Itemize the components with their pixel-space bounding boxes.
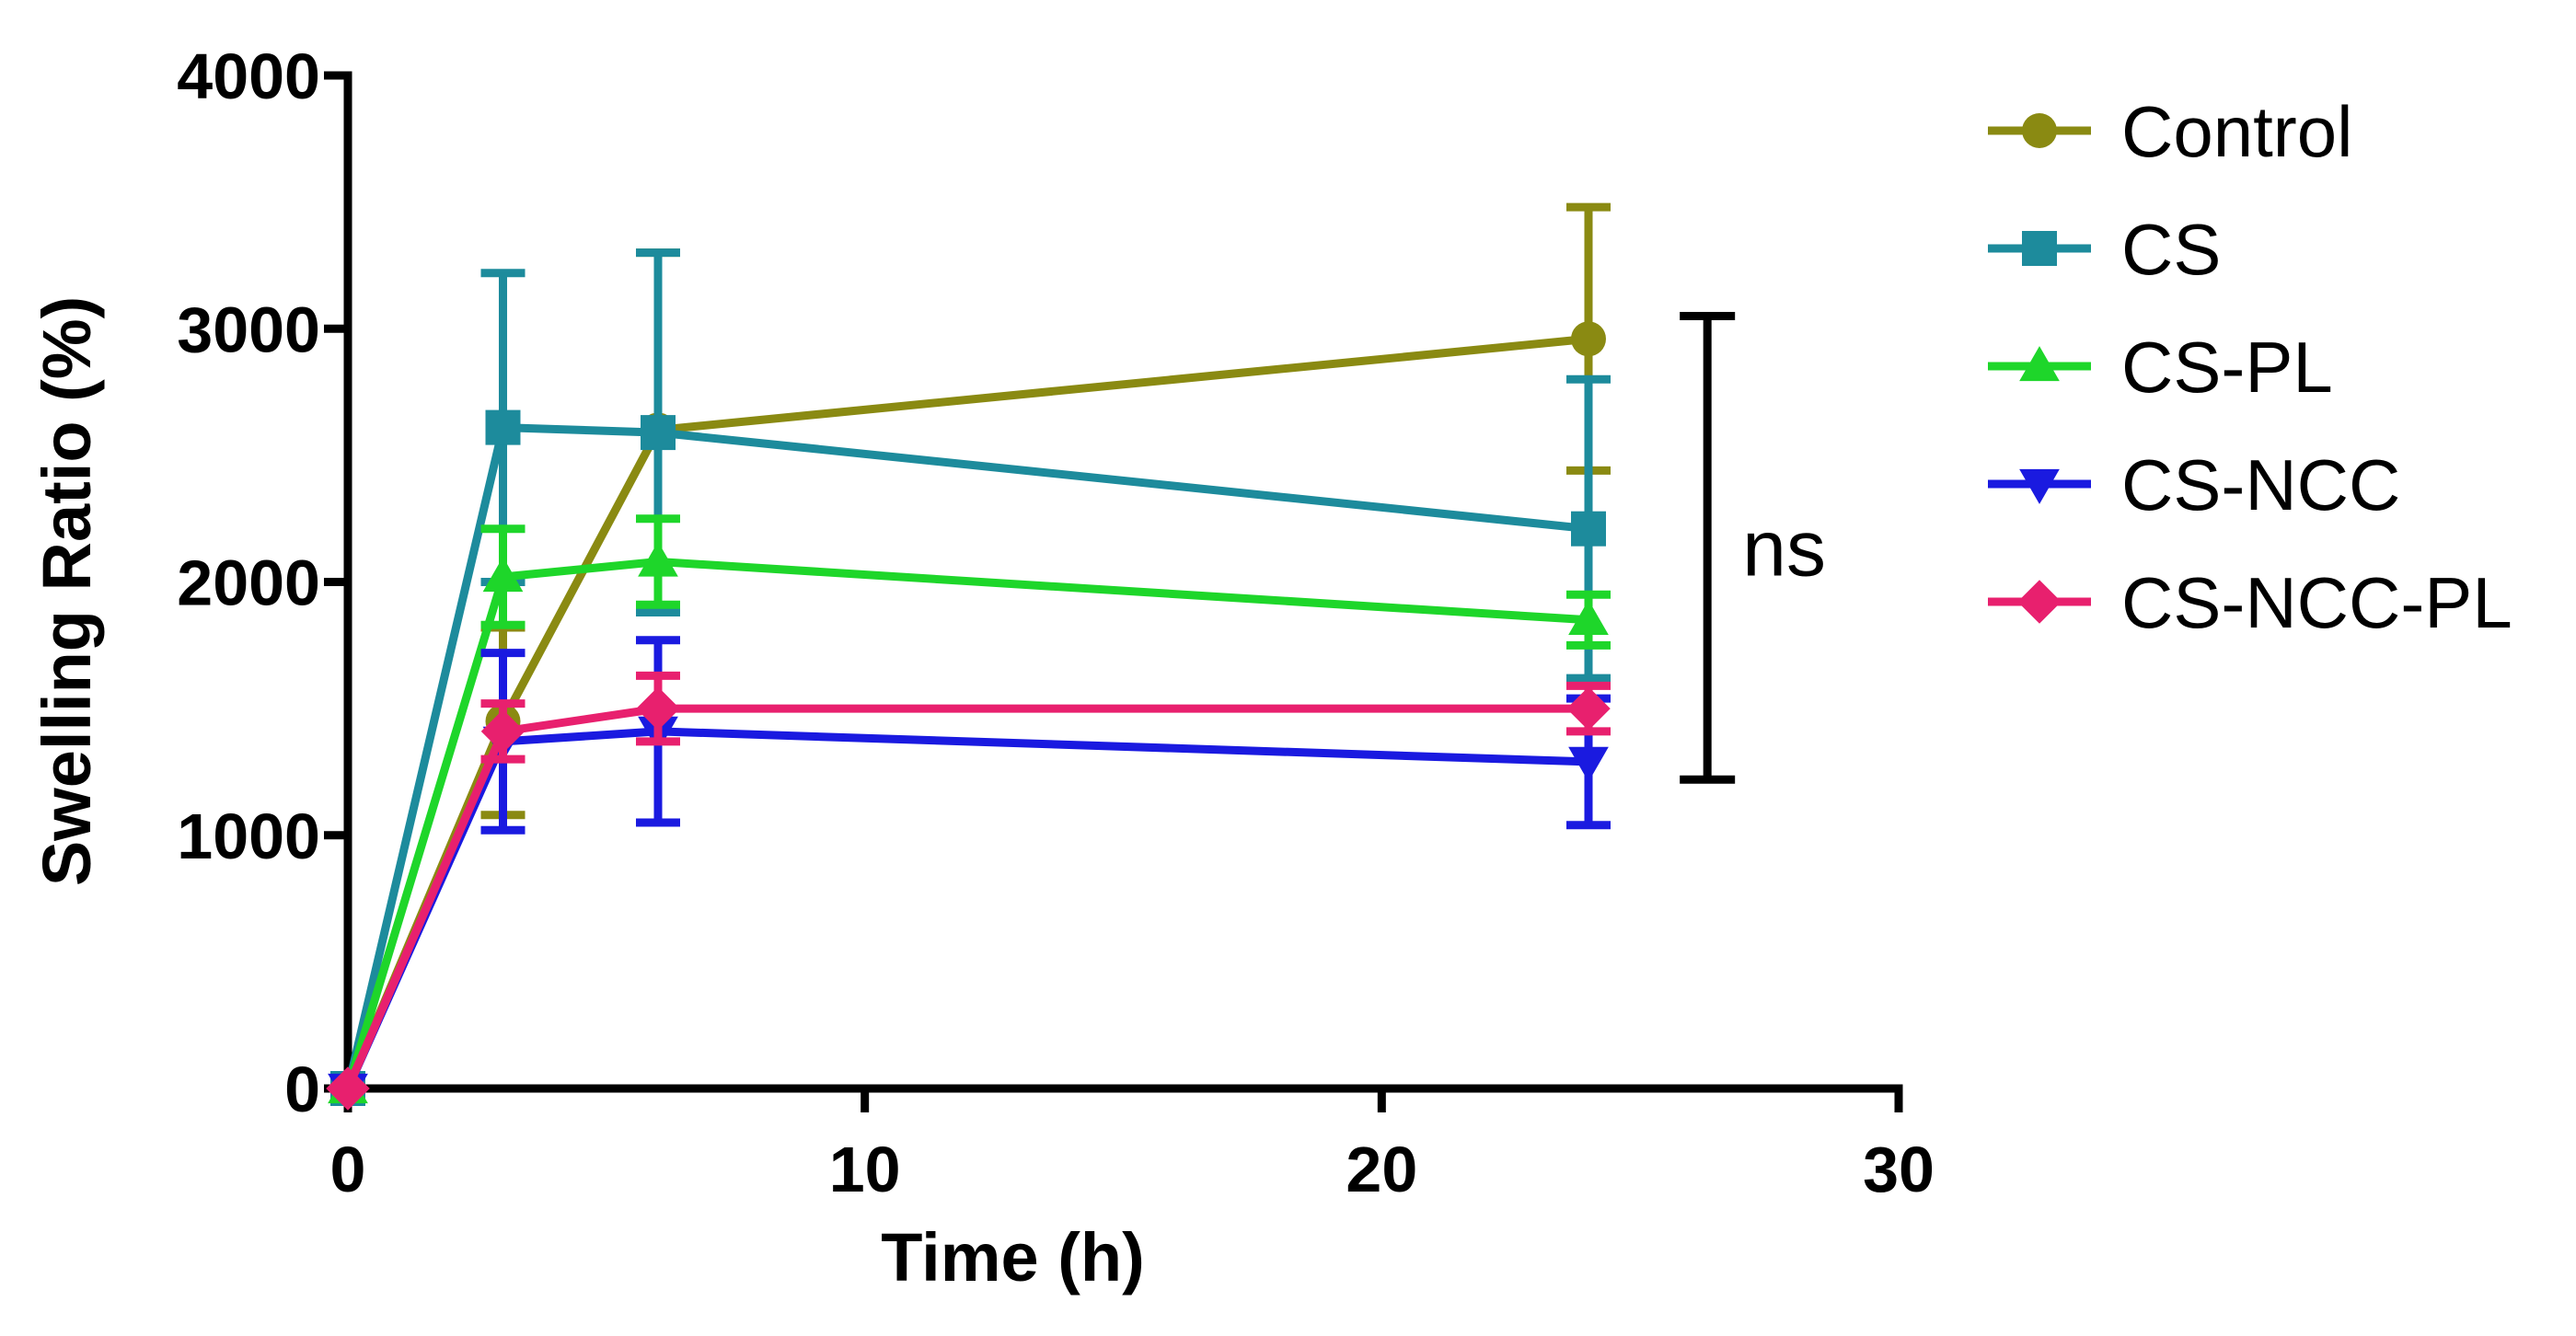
y-tick-label: 2000 <box>177 547 320 619</box>
data-point <box>636 686 680 731</box>
data-point <box>638 541 678 577</box>
data-point <box>1571 511 1606 547</box>
data-point <box>326 1066 370 1111</box>
x-tick-label: 30 <box>1863 1134 1935 1205</box>
series-line <box>343 704 1588 1090</box>
legend-item-cs-pl: CS-PL <box>1988 327 2333 408</box>
data-point <box>1568 599 1609 635</box>
series-line <box>343 727 1589 1090</box>
data-point <box>482 557 524 593</box>
legend-item-cs: CS <box>1988 209 2221 290</box>
x-tick-label: 10 <box>829 1134 901 1205</box>
data-point <box>1571 321 1606 357</box>
x-tick-label: 0 <box>330 1134 366 1205</box>
legend-label: CS-NCC <box>2121 444 2400 525</box>
legend-marker <box>2022 113 2057 148</box>
series-layer <box>326 202 1611 1111</box>
y-axis-title: Swelling Ratio (%) <box>29 296 105 886</box>
legend-item-control: Control <box>1988 91 2352 172</box>
significance-label: ns <box>1742 504 1826 593</box>
legend-label: CS <box>2121 209 2221 290</box>
y-tick-label: 0 <box>284 1054 320 1125</box>
data-point <box>1568 746 1609 782</box>
legend-item-cs-ncc-pl: CS-NCC-PL <box>1988 562 2512 643</box>
legend-item-cs-ncc: CS-NCC <box>1988 444 2400 525</box>
legend-marker <box>2022 231 2057 266</box>
legend-label: CS-NCC-PL <box>2121 562 2512 643</box>
legend-label: CS-PL <box>2121 327 2333 408</box>
y-tick-label: 3000 <box>177 294 320 365</box>
data-point <box>641 415 676 451</box>
series-line <box>343 423 1589 1090</box>
data-point <box>1566 686 1611 731</box>
legend-label: Control <box>2121 91 2352 172</box>
y-tick-label: 1000 <box>177 800 320 872</box>
x-tick-label: 20 <box>1346 1134 1417 1205</box>
annotation-layer: ns <box>1680 311 1826 784</box>
data-point <box>480 709 526 754</box>
series-cs-ncc-pl <box>326 671 1611 1111</box>
legend-marker <box>2019 346 2060 382</box>
legend-marker <box>2019 468 2060 504</box>
x-axis-title: Time (h) <box>881 1219 1144 1296</box>
y-ticks: 0 1000 2000 3000 4000 <box>177 40 348 1125</box>
y-tick-label: 4000 <box>177 40 320 112</box>
data-point <box>485 409 521 445</box>
significance-bracket: ns <box>1680 311 1826 784</box>
x-ticks: 0 10 20 30 <box>330 1088 1935 1205</box>
series-line <box>343 557 1589 1090</box>
legend-marker <box>2017 580 2062 624</box>
legend: Control CS CS-PL CS-NCC CS-NCC-PL <box>1988 91 2512 643</box>
series-line <box>343 334 1589 1090</box>
